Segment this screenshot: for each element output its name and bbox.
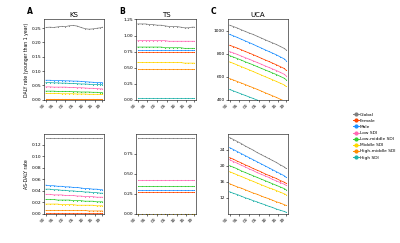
Title: TS: TS [162, 12, 170, 18]
Text: A: A [27, 7, 33, 16]
Y-axis label: DALY rate (younger than 1 year): DALY rate (younger than 1 year) [24, 23, 29, 97]
Legend: Global, Female, Male, Low SDI, Low-middle SDI, Middle SDI, High-middle SDI, High: Global, Female, Male, Low SDI, Low-middl… [353, 112, 396, 160]
Text: B: B [119, 7, 125, 16]
Text: C: C [211, 7, 216, 16]
Title: UCA: UCA [250, 12, 265, 18]
Y-axis label: AS-DALY rate: AS-DALY rate [24, 159, 29, 189]
Title: KS: KS [70, 12, 79, 18]
